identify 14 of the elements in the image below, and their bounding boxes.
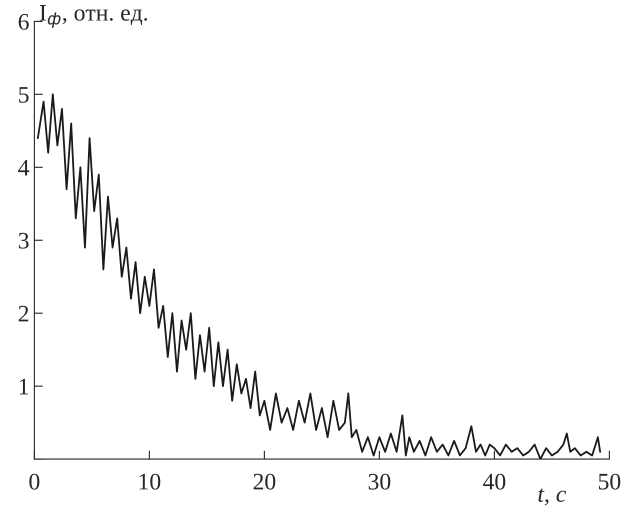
x-tick-label: 10 [140,474,160,490]
x-tick-label: 50 [598,474,620,490]
y-tick-label: 2 [18,306,28,322]
y-tick-label: 6 [18,14,29,30]
y-tick-label: 3 [18,232,29,249]
x-tick-label: 0 [29,474,40,490]
x-axis-title: t, с [538,488,566,506]
x-tick-label: 30 [368,474,390,490]
y-tick-label: 5 [19,87,29,103]
y-tick-label: 1 [20,378,28,394]
x-tick-label: 40 [483,474,506,490]
y-axis-title: I$_{ф}$, отн. ед. [40,5,148,28]
y-tick-label: 4 [18,160,30,176]
x-tick-label: 20 [254,474,276,490]
